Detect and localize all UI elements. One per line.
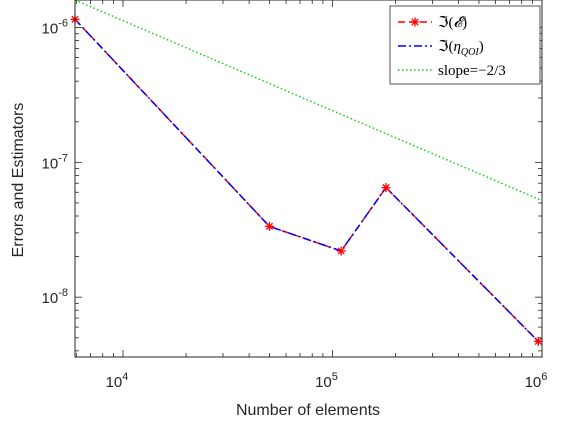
x-tick-label: 105 — [315, 371, 338, 391]
legend-entry-0: ℑ(𝓔) — [438, 15, 467, 31]
plot-frame — [74, 0, 543, 358]
data-point-marker — [381, 183, 391, 193]
y-tick-label: 10-8 — [42, 287, 68, 307]
series-line-0 — [74, 18, 539, 342]
x-tick-label: 104 — [106, 371, 129, 391]
x-axis-label: Number of elements — [236, 402, 380, 419]
y-axis-label: Errors and Estimators — [10, 103, 27, 258]
legend-entry-1: ℑ(ηQOI) — [438, 39, 484, 58]
tick-labels: 104 105 106 10-8 10-7 10-6 — [42, 18, 548, 391]
legend-entry-2: slope=−2/3 — [438, 63, 506, 79]
legend: ℑ(𝓔) ℑ(ηQOI) slope=−2/3 — [389, 5, 541, 85]
y-tick-label: 10-6 — [42, 18, 68, 38]
data-point-marker — [533, 336, 543, 346]
axis-ticks — [75, 0, 543, 357]
legend-marker-0 — [410, 17, 420, 27]
data-point-marker — [336, 246, 346, 256]
x-tick-label: 106 — [525, 371, 548, 391]
series-line-2 — [74, 0, 543, 202]
data-point-marker — [264, 221, 274, 231]
y-tick-label: 10-7 — [42, 152, 68, 172]
